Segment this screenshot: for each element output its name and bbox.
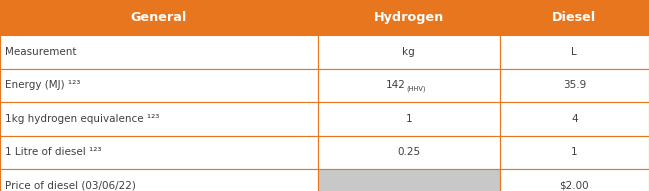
- Bar: [0, 102, 318, 136]
- Text: General: General: [131, 11, 187, 24]
- Text: Energy (MJ) ¹²³: Energy (MJ) ¹²³: [5, 80, 80, 91]
- Text: 1: 1: [406, 114, 412, 124]
- Bar: [318, 69, 500, 102]
- Text: Measurement: Measurement: [5, 47, 77, 57]
- Bar: [500, 0, 649, 35]
- Bar: [318, 35, 500, 69]
- Text: Price of diesel (03/06/22): Price of diesel (03/06/22): [5, 181, 136, 191]
- Bar: [0, 136, 318, 169]
- Bar: [0, 0, 318, 35]
- Text: $2.00: $2.00: [559, 181, 589, 191]
- Bar: [0, 69, 318, 102]
- Bar: [500, 102, 649, 136]
- Bar: [318, 102, 500, 136]
- Text: 1kg hydrogen equivalence ¹²³: 1kg hydrogen equivalence ¹²³: [5, 114, 160, 124]
- Text: 1 Litre of diesel ¹²³: 1 Litre of diesel ¹²³: [5, 147, 102, 157]
- Text: 4: 4: [571, 114, 578, 124]
- Text: 0.25: 0.25: [397, 147, 421, 157]
- Bar: [500, 136, 649, 169]
- Text: 35.9: 35.9: [563, 80, 586, 91]
- Text: 142: 142: [386, 80, 406, 91]
- Bar: [318, 169, 500, 191]
- Bar: [500, 35, 649, 69]
- Bar: [318, 0, 500, 35]
- Bar: [0, 169, 318, 191]
- Text: Diesel: Diesel: [552, 11, 596, 24]
- Text: Hydrogen: Hydrogen: [374, 11, 444, 24]
- Bar: [500, 69, 649, 102]
- Bar: [500, 169, 649, 191]
- Text: (HHV): (HHV): [406, 85, 426, 92]
- Text: L: L: [572, 47, 577, 57]
- Text: 1: 1: [571, 147, 578, 157]
- Bar: [0, 35, 318, 69]
- Bar: [318, 136, 500, 169]
- Text: kg: kg: [402, 47, 415, 57]
